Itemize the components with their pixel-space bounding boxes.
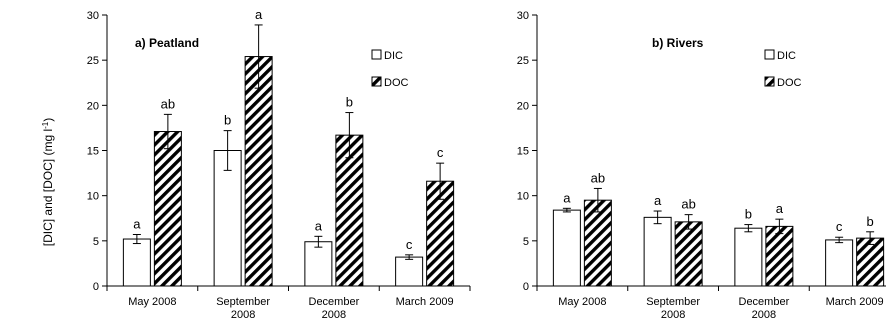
legend-swatch-doc xyxy=(764,76,775,87)
y-tick-label: 15 xyxy=(87,146,99,158)
legend-label-dic: DIC xyxy=(384,50,403,62)
bar-doc xyxy=(335,134,364,287)
chart-title: a) Peatland xyxy=(135,36,199,50)
significance-letter: ab xyxy=(681,197,695,212)
bar-dic xyxy=(734,227,763,287)
significance-letter: c xyxy=(836,219,843,234)
x-tick-label-line: September xyxy=(216,296,270,308)
significance-letter: c xyxy=(437,145,444,160)
x-tick-label-line: 2008 xyxy=(752,309,776,321)
x-tick-label-line: September xyxy=(646,296,700,308)
bar-doc xyxy=(153,131,182,287)
significance-letter: a xyxy=(563,190,571,205)
bar-doc xyxy=(765,225,794,287)
x-tick-label: May 2008 xyxy=(558,296,606,308)
bar-dic xyxy=(395,256,424,287)
chart-panels: a) Peatland 0 5 10 15 20 25 30 May 2008 September… xyxy=(87,7,886,321)
x-tick-label-line: December xyxy=(739,296,790,308)
significance-letter: a xyxy=(315,218,323,233)
bar-doc xyxy=(674,221,703,287)
x-tick-label-line: May 2008 xyxy=(128,296,176,308)
y-tick-label: 25 xyxy=(87,55,99,67)
y-tick-label: 20 xyxy=(87,100,99,112)
chart-title: b) Rivers xyxy=(652,36,704,50)
significance-letter: b xyxy=(867,214,874,229)
bar-doc xyxy=(856,237,885,287)
legend-label-doc: DOC xyxy=(384,77,409,89)
significance-letter: b xyxy=(224,113,231,128)
significance-letter: b xyxy=(745,207,752,222)
x-tick-label: September 2008 xyxy=(216,296,270,321)
x-tick-label: December 2008 xyxy=(309,296,360,321)
significance-letter: a xyxy=(776,201,784,216)
y-tick-label: 15 xyxy=(517,146,529,158)
y-tick-label: 20 xyxy=(517,100,529,112)
bar-dic xyxy=(122,238,151,287)
chart-panel-1: a) Peatland 0 5 10 15 20 25 30 May 2008 September… xyxy=(87,7,471,321)
legend-label-dic: DIC xyxy=(777,50,796,62)
x-tick-label-line: December xyxy=(309,296,360,308)
significance-letter: a xyxy=(133,217,141,232)
x-tick-label-line: 2008 xyxy=(231,309,255,321)
legend-label-doc: DOC xyxy=(777,77,802,89)
significance-letter: b xyxy=(346,95,353,110)
y-tick-label: 10 xyxy=(517,191,529,203)
legend-swatch-dic xyxy=(371,49,382,60)
y-tick-label: 25 xyxy=(517,55,529,67)
x-tick-label-line: March 2009 xyxy=(826,296,884,308)
y-tick-label: 0 xyxy=(93,281,99,293)
x-tick-label: May 2008 xyxy=(128,296,176,308)
x-tick-label-line: 2008 xyxy=(661,309,685,321)
y-tick-label: 0 xyxy=(523,281,529,293)
significance-letter: a xyxy=(654,193,662,208)
bar-dic xyxy=(213,150,242,287)
y-tick-label: 30 xyxy=(517,10,529,22)
significance-letter: ab xyxy=(591,170,605,185)
y-tick-label: 10 xyxy=(87,191,99,203)
y-tick-label: 5 xyxy=(93,236,99,248)
y-tick-label: 5 xyxy=(523,236,529,248)
significance-letter: c xyxy=(406,237,413,252)
bar-dic xyxy=(643,216,672,287)
x-tick-label-line: May 2008 xyxy=(558,296,606,308)
bar-dic xyxy=(304,241,333,287)
y-tick-label: 30 xyxy=(87,10,99,22)
x-tick-label: March 2009 xyxy=(826,296,884,308)
bar-dic xyxy=(552,209,581,287)
significance-letter: a xyxy=(255,7,263,22)
x-tick-label: December 2008 xyxy=(739,296,790,321)
x-tick-label-line: 2008 xyxy=(322,309,346,321)
y-axis-label-superscript: -1 xyxy=(41,121,50,129)
bar-doc xyxy=(244,56,273,287)
legend-swatch-doc xyxy=(371,76,382,87)
y-axis-label: [DIC] and [DOC] (mg l-1) xyxy=(41,118,56,246)
significance-letter: ab xyxy=(161,96,175,111)
x-tick-label: March 2009 xyxy=(396,296,454,308)
x-tick-label: September 2008 xyxy=(646,296,700,321)
legend-swatch-dic xyxy=(764,49,775,60)
bar-doc xyxy=(583,199,612,287)
bar-dic xyxy=(825,239,854,287)
x-tick-label-line: March 2009 xyxy=(396,296,454,308)
